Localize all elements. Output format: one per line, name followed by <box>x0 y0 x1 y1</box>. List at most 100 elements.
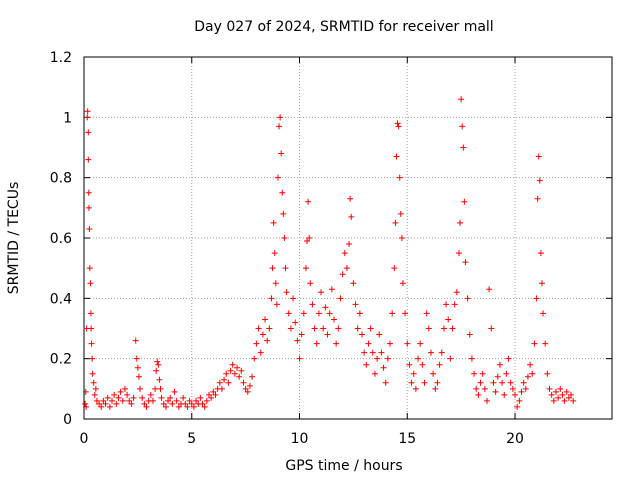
data-point <box>542 340 549 347</box>
data-point <box>394 120 401 127</box>
data-point <box>313 340 320 347</box>
data-point <box>182 400 189 407</box>
data-point <box>512 391 519 398</box>
data-point <box>149 397 156 404</box>
data-point <box>143 403 150 410</box>
data-point <box>85 189 92 196</box>
data-point <box>492 388 499 395</box>
data-point <box>305 198 312 205</box>
data-point <box>92 385 99 392</box>
data-point <box>371 370 378 377</box>
data-point <box>285 310 292 317</box>
data-point <box>333 340 340 347</box>
data-point <box>509 385 516 392</box>
data-point <box>88 325 95 332</box>
data-point <box>160 400 167 407</box>
data-point <box>221 376 228 383</box>
data-point <box>307 280 314 287</box>
data-point <box>137 385 144 392</box>
data-point <box>93 397 100 404</box>
data-point <box>443 301 450 308</box>
data-point <box>171 388 178 395</box>
data-point <box>147 391 154 398</box>
data-point <box>234 364 241 371</box>
data-point <box>85 204 92 211</box>
data-point <box>229 361 236 368</box>
x-tick-label: 15 <box>398 431 416 447</box>
data-point <box>115 394 122 401</box>
data-point <box>475 391 482 398</box>
data-point <box>462 259 469 266</box>
data-point <box>277 114 284 121</box>
data-point <box>135 373 142 380</box>
data-point <box>568 391 575 398</box>
data-point <box>384 355 391 362</box>
data-point <box>555 394 562 401</box>
data-point <box>391 265 398 272</box>
grid-lines <box>84 57 612 419</box>
data-point <box>415 355 422 362</box>
data-point <box>393 153 400 160</box>
data-point <box>479 370 486 377</box>
data-point <box>304 238 311 245</box>
data-point <box>262 316 269 323</box>
data-point <box>109 397 116 404</box>
data-point <box>155 361 162 368</box>
data-point <box>269 265 276 272</box>
data-point <box>458 96 465 103</box>
data-point <box>534 195 541 202</box>
data-point <box>240 379 247 386</box>
x-tick-label: 5 <box>187 431 196 447</box>
x-tick-label: 10 <box>291 431 309 447</box>
data-point <box>565 394 572 401</box>
data-point <box>533 295 540 302</box>
data-point <box>389 310 396 317</box>
data-point <box>153 367 160 374</box>
data-point <box>85 156 92 163</box>
data-point <box>238 367 245 374</box>
data-point <box>201 403 208 410</box>
data-point <box>124 391 131 398</box>
data-point <box>156 376 163 383</box>
data-point <box>208 394 215 401</box>
data-point <box>496 361 503 368</box>
data-point <box>481 385 488 392</box>
data-point <box>266 325 273 332</box>
data-point <box>309 301 316 308</box>
data-point <box>354 325 361 332</box>
data-point <box>367 325 374 332</box>
data-point <box>84 108 91 115</box>
data-point <box>273 301 280 308</box>
data-point <box>382 379 389 386</box>
data-point <box>339 271 346 278</box>
y-tick-label: 0 <box>63 412 72 428</box>
data-point <box>86 265 93 272</box>
data-point <box>352 301 359 308</box>
data-point <box>246 382 253 389</box>
data-point <box>537 250 544 257</box>
data-point <box>290 295 297 302</box>
data-point <box>117 388 124 395</box>
data-point <box>231 370 238 377</box>
data-point <box>318 289 325 296</box>
data-point <box>251 355 258 362</box>
data-point <box>133 355 140 362</box>
data-point <box>121 385 128 392</box>
data-point <box>434 379 441 386</box>
data-point <box>225 379 232 386</box>
data-point <box>548 391 555 398</box>
data-point <box>119 397 126 404</box>
y-tick-label: 0.4 <box>50 291 72 307</box>
data-point <box>104 394 111 401</box>
data-point <box>287 325 294 332</box>
data-point <box>96 400 103 407</box>
data-point <box>274 174 281 181</box>
data-point <box>397 210 404 217</box>
data-point <box>154 358 161 365</box>
data-point <box>98 403 105 410</box>
data-point <box>346 241 353 248</box>
data-point <box>417 340 424 347</box>
data-point <box>203 397 210 404</box>
y-tick-label: 1.2 <box>50 50 72 66</box>
data-point <box>503 370 510 377</box>
